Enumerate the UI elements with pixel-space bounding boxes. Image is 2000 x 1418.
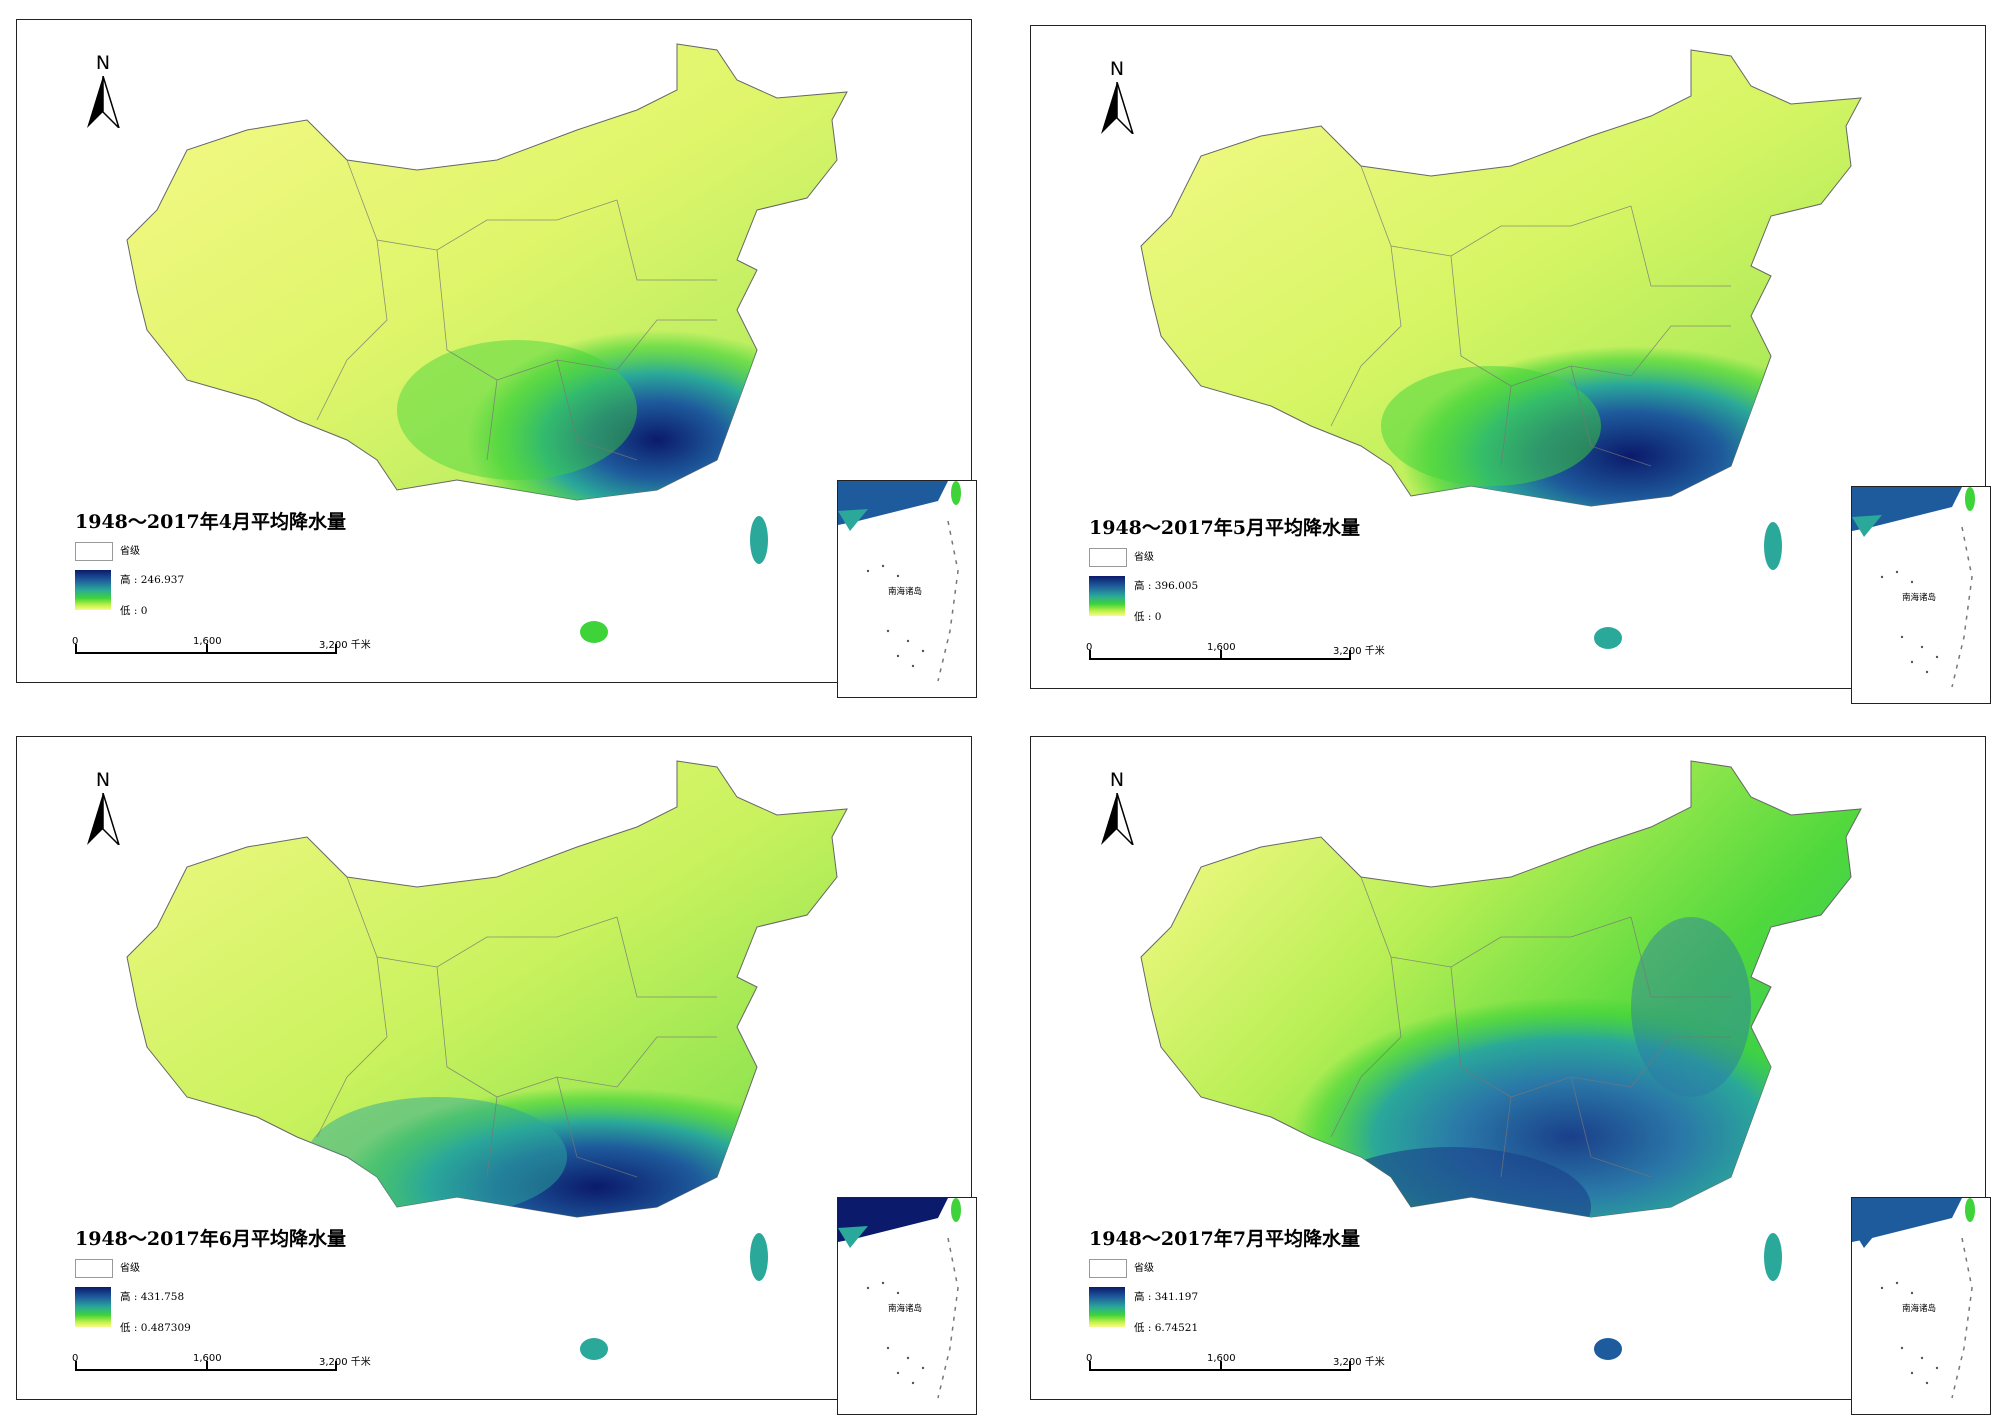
- legend-province-swatch: [1089, 1259, 1127, 1278]
- scale-label-0: 0: [72, 1353, 79, 1364]
- legend-color-ramp: [1089, 1287, 1125, 1327]
- legend-province-label: 省级: [120, 546, 140, 557]
- legend-province-swatch: [75, 1259, 113, 1278]
- scale-bar: 0 1,600 3,200 千米: [72, 1353, 371, 1383]
- inset-label: 南海诸岛: [888, 587, 923, 597]
- legend-province-swatch: [75, 542, 113, 561]
- north-arrow: N: [1097, 58, 1137, 138]
- scale-bar: 0 1,600 3,200 千米: [1086, 1353, 1385, 1383]
- legend-title: 1948～2017年6月平均降水量: [75, 1228, 346, 1250]
- legend-high-value: 高 : 431.758: [120, 1291, 185, 1303]
- legend-low-value: 低 : 0: [120, 605, 148, 617]
- legend-province-label: 省级: [1134, 552, 1154, 563]
- precipitation-map: [1140, 49, 1862, 649]
- legend-province-label: 省级: [120, 1263, 140, 1274]
- inset-map: [838, 481, 961, 682]
- scale-bar: 0 1,600 3,200 千米: [1086, 642, 1385, 672]
- scale-label-1600: 1,600: [193, 636, 222, 647]
- map-panel-may: N 1948～2017年5月平均降水量 省级 高 : 396.005 低 : 0…: [1030, 25, 1991, 704]
- north-label: N: [1109, 58, 1125, 80]
- scale-label-1600: 1,600: [1207, 642, 1236, 653]
- north-label: N: [95, 52, 111, 74]
- inset-label: 南海诸岛: [1902, 1304, 1937, 1314]
- inset-label: 南海诸岛: [1902, 593, 1937, 603]
- scale-label-3200: 3,200 千米: [1333, 646, 1385, 657]
- north-arrow-icon: [87, 793, 120, 845]
- scale-bar: 0 1,600 3,200 千米: [72, 636, 371, 666]
- legend-title: 1948～2017年5月平均降水量: [1089, 517, 1360, 539]
- map-panel-july: N 1948～2017年7月平均降水量 省级 高 : 341.197 低 : 6…: [1030, 736, 1991, 1415]
- north-arrow-icon: [1101, 82, 1134, 134]
- inset-map: [1852, 1198, 1975, 1399]
- legend-high-value: 高 : 246.937: [120, 574, 185, 586]
- north-arrow: N: [83, 52, 123, 132]
- south-china-sea-inset: 南海诸岛: [837, 1197, 977, 1415]
- scale-label-3200: 3,200 千米: [1333, 1357, 1385, 1368]
- legend-province-label: 省级: [1134, 1263, 1154, 1274]
- south-china-sea-inset: 南海诸岛: [837, 480, 977, 698]
- legend-color-ramp: [1089, 576, 1125, 616]
- north-arrow-icon: [87, 76, 120, 128]
- legend-low-value: 低 : 0.487309: [120, 1322, 191, 1334]
- scale-label-1600: 1,600: [1207, 1353, 1236, 1364]
- north-label: N: [1109, 769, 1125, 791]
- scale-label-0: 0: [1086, 1353, 1093, 1364]
- scale-label-3200: 3,200 千米: [319, 640, 371, 651]
- inset-label: 南海诸岛: [888, 1304, 923, 1314]
- legend-title: 1948～2017年7月平均降水量: [1089, 1228, 1360, 1250]
- south-china-sea-inset: 南海诸岛: [1851, 486, 1991, 704]
- legend-color-ramp: [75, 570, 111, 610]
- scale-label-3200: 3,200 千米: [319, 1357, 371, 1368]
- precipitation-map: [1140, 760, 1862, 1360]
- north-arrow-icon: [1101, 793, 1134, 845]
- legend-low-value: 低 : 6.74521: [1134, 1322, 1199, 1334]
- legend-province-swatch: [1089, 548, 1127, 567]
- map-panel-june: N 1948～2017年6月平均降水量 省级 高 : 431.758 低 : 0…: [16, 736, 977, 1415]
- inset-map: [838, 1198, 961, 1399]
- precipitation-map: [126, 760, 848, 1360]
- inset-map: [1852, 487, 1975, 688]
- scale-label-0: 0: [72, 636, 79, 647]
- province-borders: [316, 159, 717, 461]
- scale-label-0: 0: [1086, 642, 1093, 653]
- south-china-sea-inset: 南海诸岛: [1851, 1197, 1991, 1415]
- north-arrow: N: [83, 769, 123, 849]
- legend-title: 1948～2017年4月平均降水量: [75, 511, 346, 533]
- map-panel-april: N 1948～2017年4月平均降水量 省级 高 : 246.937 低 : 0…: [16, 19, 977, 698]
- legend-color-ramp: [75, 1287, 111, 1327]
- taiwan-island: [750, 516, 768, 564]
- hainan-island: [580, 621, 608, 643]
- scale-label-1600: 1,600: [193, 1353, 222, 1364]
- legend-high-value: 高 : 396.005: [1134, 580, 1199, 592]
- legend-high-value: 高 : 341.197: [1134, 1291, 1199, 1303]
- legend-low-value: 低 : 0: [1134, 611, 1162, 623]
- precipitation-map: [126, 43, 848, 643]
- north-arrow: N: [1097, 769, 1137, 849]
- north-label: N: [95, 769, 111, 791]
